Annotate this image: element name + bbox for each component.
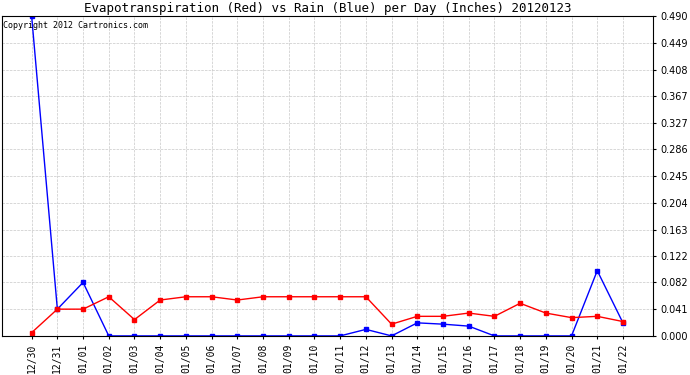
Title: Evapotranspiration (Red) vs Rain (Blue) per Day (Inches) 20120123: Evapotranspiration (Red) vs Rain (Blue) … (83, 2, 571, 15)
Text: Copyright 2012 Cartronics.com: Copyright 2012 Cartronics.com (3, 21, 148, 30)
